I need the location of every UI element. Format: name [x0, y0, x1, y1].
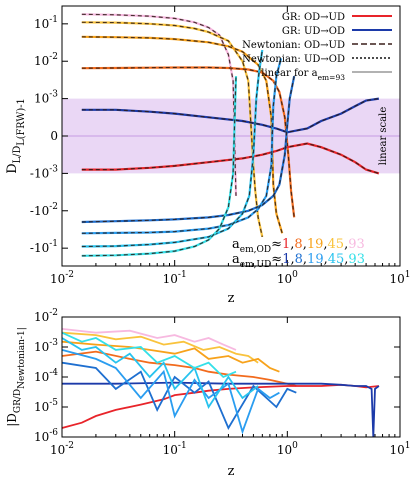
top-series-newtonian-overlay	[81, 66, 295, 218]
top-y-tick-label: 10-1	[34, 15, 58, 31]
legend-label: Newtonian: UD→OD	[242, 54, 345, 65]
bottom-series-line	[61, 331, 259, 364]
legend-label: Newtonian: OD→UD	[242, 40, 345, 51]
bottom-series-line	[61, 328, 237, 351]
bottom-plot-frame	[61, 316, 401, 438]
bottom-y-label: |DGR/DNewtonian-1|	[5, 327, 27, 426]
top-series-newtonian-overlay	[81, 76, 237, 257]
top-x-tick-label: 100	[277, 270, 298, 286]
top-series-newtonian-overlay	[81, 75, 295, 223]
legend-label: GR: OD→UD	[282, 12, 345, 23]
bottom-y-tick-label: 10-4	[34, 368, 58, 384]
annotation-od: aem,OD≈1,8,19,45,93	[232, 237, 365, 255]
top-series-newtonian-overlay	[81, 36, 283, 234]
top-y-tick-label: 10-2	[34, 52, 58, 68]
bottom-y-tick-label: 10-3	[34, 338, 58, 354]
bottom-panel: 10-2 10-1 100 101 z 10-2 10-3 10-4 10-5 10-6 |DGR/…	[5, 308, 411, 479]
top-series-newtonian-overlay	[81, 142, 380, 174]
annotation-ud: aem,UD≈1,8,19,45,93	[232, 252, 365, 270]
top-y-tick-label: -10-2	[30, 202, 58, 218]
top-series-newtonian-overlay	[81, 98, 379, 133]
bottom-x-tick-label: 101	[389, 441, 410, 457]
bottom-x-tick-label: 10-1	[163, 441, 187, 457]
top-y-label: DL/DL(FRW)-1	[5, 98, 27, 174]
top-series-newtonian-overlay	[81, 21, 263, 238]
legend-label: linear for aem=93	[261, 68, 345, 82]
top-y-tick-label: 10-3	[34, 90, 58, 106]
bottom-x-tick-label: 100	[277, 441, 298, 457]
top-y-tick-label: 0	[50, 129, 58, 143]
bottom-y-tick-label: 10-2	[34, 308, 58, 324]
bottom-series-line	[61, 383, 379, 429]
bottom-series-line	[61, 337, 259, 409]
top-series-newtonian-overlay	[81, 58, 282, 234]
bottom-series-line	[61, 361, 297, 430]
bottom-y-tick-label: 10-6	[34, 428, 58, 444]
bottom-series-line	[61, 349, 280, 435]
top-x-tick-label: 101	[389, 270, 410, 286]
bottom-y-tick-label: 10-5	[34, 398, 58, 414]
top-x-tick-label: 10-1	[163, 270, 187, 286]
top-y-tick-label: -10-3	[30, 164, 58, 180]
bottom-x-tick-label: 10-2	[50, 441, 74, 457]
top-series-newtonian-overlay	[81, 49, 263, 248]
top-x-label: z	[228, 291, 235, 306]
band-label: linear scale	[378, 107, 389, 166]
top-panel: linear scale 10-2 10-1 100 101 z 10-1 10-2 10-3 0…	[5, 5, 411, 306]
legend-label: GR: UD→OD	[282, 26, 345, 37]
bottom-x-label: z	[228, 464, 235, 479]
bottom-series-line	[61, 331, 237, 379]
top-y-tick-label: -10-1	[30, 239, 58, 255]
top-x-tick-label: 10-2	[50, 270, 74, 286]
bottom-series-line	[61, 340, 280, 373]
